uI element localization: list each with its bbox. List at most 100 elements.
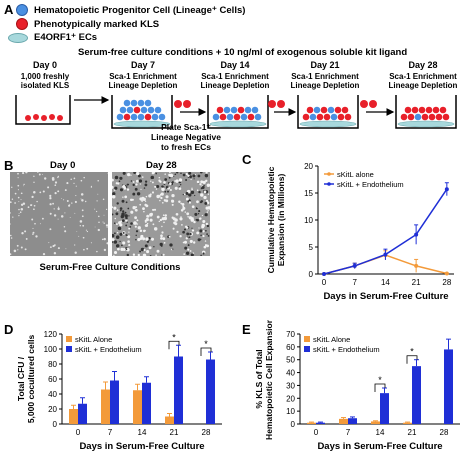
x-axis-label: Days in Serum-Free Culture — [317, 441, 442, 452]
micrograph-speck — [132, 253, 136, 256]
micrograph-speck — [169, 182, 172, 186]
micrograph-speck — [135, 234, 137, 237]
micrograph-speck — [188, 193, 192, 197]
micrograph-speck — [200, 238, 202, 240]
micrograph-speck — [17, 184, 20, 187]
micrograph-speck — [185, 173, 188, 176]
micrograph-speck — [144, 200, 147, 202]
micrograph-speck — [156, 249, 160, 253]
micrograph-speck — [73, 177, 76, 180]
micrograph-speck — [69, 216, 71, 218]
stage-day14-sub: Sca-1 Enrichment Lineage Depletion — [200, 72, 270, 90]
micrograph-speck — [96, 250, 98, 253]
micrograph-speck — [33, 204, 36, 207]
micrograph-speck — [122, 196, 124, 198]
micrograph-speck — [54, 244, 56, 246]
micrograph-speck — [126, 172, 131, 177]
micrograph-speck — [139, 183, 141, 185]
micrograph-speck — [132, 183, 135, 187]
micrograph-speck — [17, 249, 19, 251]
legend-marker — [327, 172, 331, 176]
x-tick-label: 14 — [376, 428, 385, 437]
micrograph-speck — [189, 232, 192, 236]
micrograph-speck — [90, 242, 92, 244]
micrograph-speck — [173, 221, 176, 225]
micrograph-speck — [112, 206, 114, 209]
micrograph-day0-label: Day 0 — [50, 160, 76, 171]
arrow-7-14 — [174, 100, 207, 116]
micrograph-speck — [164, 214, 168, 217]
micrograph-speck — [113, 206, 117, 210]
x-axis-label: Days in Serum-Free Culture — [323, 291, 448, 302]
micrograph-speck — [119, 209, 122, 212]
micrograph-speck — [137, 174, 141, 178]
micrograph-speck — [133, 221, 137, 225]
micrograph-speck — [114, 217, 117, 220]
micrograph-speck — [17, 172, 19, 175]
micrograph-speck — [181, 202, 185, 206]
endothelial-cell-icon — [8, 32, 28, 43]
micrograph-speck — [201, 225, 205, 229]
chart-e: E 0 10 20 30 40 50 60 70 0 7 14 21 28 * * Days in Serum-… — [242, 320, 460, 452]
micrograph-speck — [57, 247, 60, 250]
micrograph-speck — [159, 242, 163, 247]
micrograph-speck — [183, 228, 187, 231]
micrograph-speck — [119, 240, 121, 243]
micrograph-speck — [194, 194, 196, 197]
y-axis-label-line2: Expansion (in Millions) — [276, 174, 286, 267]
micrograph-speck — [128, 231, 130, 233]
micrograph-speck — [169, 243, 173, 247]
micrograph-speck — [32, 233, 34, 235]
panel-c-letter: C — [242, 152, 252, 167]
micrograph-speck — [84, 200, 87, 203]
micrograph-speck — [25, 237, 28, 240]
significance-star: * — [378, 375, 382, 385]
micrograph-speck — [57, 176, 59, 179]
micrograph-speck — [205, 199, 209, 202]
significance-star: * — [172, 332, 176, 342]
micrograph-speck — [182, 206, 186, 210]
micrograph-speck — [188, 201, 192, 204]
micrograph-speck — [38, 173, 41, 176]
micrograph-speck — [196, 180, 200, 184]
micrograph-speck — [113, 254, 115, 256]
micrograph-speck — [128, 215, 130, 217]
micrograph-speck — [127, 207, 130, 210]
micrograph-speck — [136, 172, 140, 176]
micrograph-speck — [191, 217, 194, 220]
micrograph-speck — [185, 251, 190, 255]
y-tick-label: 80 — [48, 360, 57, 369]
micrograph-speck — [22, 172, 25, 175]
micrograph-speck — [193, 241, 196, 244]
arrow-14-21 — [268, 100, 297, 116]
micrograph-speck — [134, 225, 137, 228]
panel-d-letter: D — [4, 322, 13, 337]
micrograph-speck — [113, 222, 116, 224]
micrograph-speck — [175, 212, 179, 216]
bar-0 — [307, 422, 316, 424]
micrograph-speck — [39, 191, 42, 194]
micrograph-speck — [126, 247, 130, 252]
micrograph-speck — [57, 208, 60, 211]
micrograph-speck — [121, 199, 125, 203]
micrograph-speck — [81, 209, 84, 212]
y-axis-label-line2: 5,000 cocultured cells — [26, 335, 36, 424]
micrograph-speck — [66, 182, 69, 185]
micrograph-speck — [156, 185, 160, 188]
micrograph-speck — [81, 215, 84, 218]
micrograph-speck — [33, 181, 35, 183]
micrograph-speck — [206, 183, 210, 188]
micrograph-speck — [10, 212, 11, 214]
micrograph-speck — [13, 249, 17, 253]
micrograph-speck — [150, 175, 155, 180]
micrograph-speck — [113, 250, 118, 255]
micrograph-speck — [75, 185, 77, 187]
micrograph-speck — [189, 175, 192, 179]
micrograph-speck — [53, 208, 55, 210]
legend-label: sKitL + Endothelium — [337, 180, 404, 189]
micrograph-speck — [98, 215, 100, 218]
micrograph-speck — [202, 219, 206, 224]
micrograph-speck — [174, 180, 176, 182]
micrograph-speck — [168, 235, 171, 238]
y-tick-label: 120 — [44, 330, 58, 339]
